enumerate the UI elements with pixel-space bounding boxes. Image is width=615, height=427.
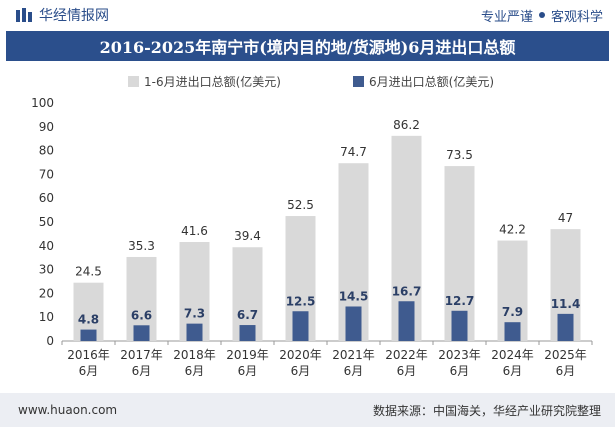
x-tick-label-year: 2019年 [226,348,269,362]
chart-title-bar: 2016-2025年南宁市(境内目的地/货源地)6月进出口总额 [6,31,609,61]
x-tick-label-year: 2022年 [385,348,428,362]
data-label-h1-total: 35.3 [128,239,155,253]
y-tick-label: 90 [39,120,54,134]
chart-title: 2016-2025年南宁市(境内目的地/货源地)6月进出口总额 [99,38,516,57]
x-tick-label-year: 2021年 [332,348,375,362]
data-label-june-total: 6.7 [237,308,258,322]
bar-chart: 1-6月进出口总额(亿美元) 6月进出口总额(亿美元) 0 10 20 30 40 50 60 7… [31,74,593,378]
data-label-h1-total: 47 [558,211,573,225]
brand-name: 华经情报网 [39,8,109,24]
x-tick-label-year: 2023年 [438,348,481,362]
data-label-h1-total: 73.5 [446,148,473,162]
y-tick-label: 40 [39,239,54,253]
x-tick-label-month: 6月 [291,364,311,378]
x-tick-label-month: 6月 [79,364,99,378]
x-tick-label-month: 6月 [450,364,470,378]
data-label-june-total: 14.5 [339,289,369,303]
bar-june-total [186,323,203,341]
data-label-h1-total: 41.6 [181,224,208,238]
legend-label-2: 6月进出口总额(亿美元) [369,74,494,89]
y-tick-label: 80 [39,144,54,158]
data-label-june-total: 16.7 [392,284,422,298]
x-tick-label-year: 2020年 [279,348,322,362]
huajing-logo-icon [16,8,32,22]
footer-url[interactable]: www.huaon.com [18,403,118,417]
bar-june-total [80,329,97,341]
x-tick-label-year: 2017年 [120,348,163,362]
bar-june-total [345,306,362,341]
legend-label-1: 1-6月进出口总额(亿美元) [144,74,281,89]
y-tick-label: 20 [39,286,54,300]
data-label-h1-total: 74.7 [340,145,367,159]
y-tick-label: 60 [39,191,54,205]
bar-june-total [504,322,521,341]
x-tick-label-month: 6月 [556,364,576,378]
y-tick-label: 10 [39,310,54,324]
x-tick-label-month: 6月 [397,364,417,378]
x-tick-label-month: 6月 [132,364,152,378]
bar-june-total [292,311,309,341]
brand[interactable]: 华经情报网 [16,5,109,25]
bar-june-total [398,301,415,341]
legend-swatch-1 [128,76,139,87]
data-label-june-total: 6.6 [131,308,152,322]
data-label-june-total: 12.5 [286,294,316,308]
slogan: 专业严谨 客观科学 [481,6,603,25]
legend-swatch-2 [353,76,364,87]
data-label-h1-total: 24.5 [75,265,102,279]
data-source: 数据来源：中国海关，华经产业研究院整理 [372,403,601,418]
y-tick-label: 100 [31,96,54,110]
data-label-june-total: 7.9 [502,305,523,319]
x-tick-label-month: 6月 [503,364,523,378]
data-label-h1-total: 39.4 [234,229,261,243]
data-label-h1-total: 52.5 [287,198,314,212]
data-label-june-total: 4.8 [78,313,99,327]
x-tick-label-year: 2025年 [544,348,587,362]
data-label-june-total: 7.3 [184,307,205,321]
data-label-june-total: 11.4 [551,297,581,311]
y-tick-label: 70 [39,167,54,181]
bar-june-total [239,325,256,341]
x-tick-label-year: 2016年 [67,348,110,362]
legend-item-2: 6月进出口总额(亿美元) [353,74,494,89]
bar-june-total [133,325,150,341]
y-tick-label: 50 [39,215,54,229]
y-tick-label: 0 [46,334,54,348]
y-tick-label: 30 [39,263,54,277]
bar-june-total [451,310,468,341]
slogan-right: 客观科学 [550,9,603,25]
x-tick-label-month: 6月 [185,364,205,378]
top-bar: 华经情报网 专业严谨 客观科学 [0,0,615,30]
data-label-june-total: 12.7 [445,294,475,308]
x-tick-label-month: 6月 [344,364,364,378]
legend-item-1: 1-6月进出口总额(亿美元) [128,74,281,89]
bar-june-total [557,313,574,341]
x-tick-label-year: 2018年 [173,348,216,362]
x-tick-label-year: 2024年 [491,348,534,362]
x-tick-label-month: 6月 [238,364,258,378]
bullet-dot-icon [538,12,545,18]
data-label-h1-total: 42.2 [499,223,526,237]
slogan-left: 专业严谨 [480,9,533,25]
footer: www.huaon.com 数据来源：中国海关，华经产业研究院整理 [0,393,615,427]
data-label-h1-total: 86.2 [393,118,420,132]
